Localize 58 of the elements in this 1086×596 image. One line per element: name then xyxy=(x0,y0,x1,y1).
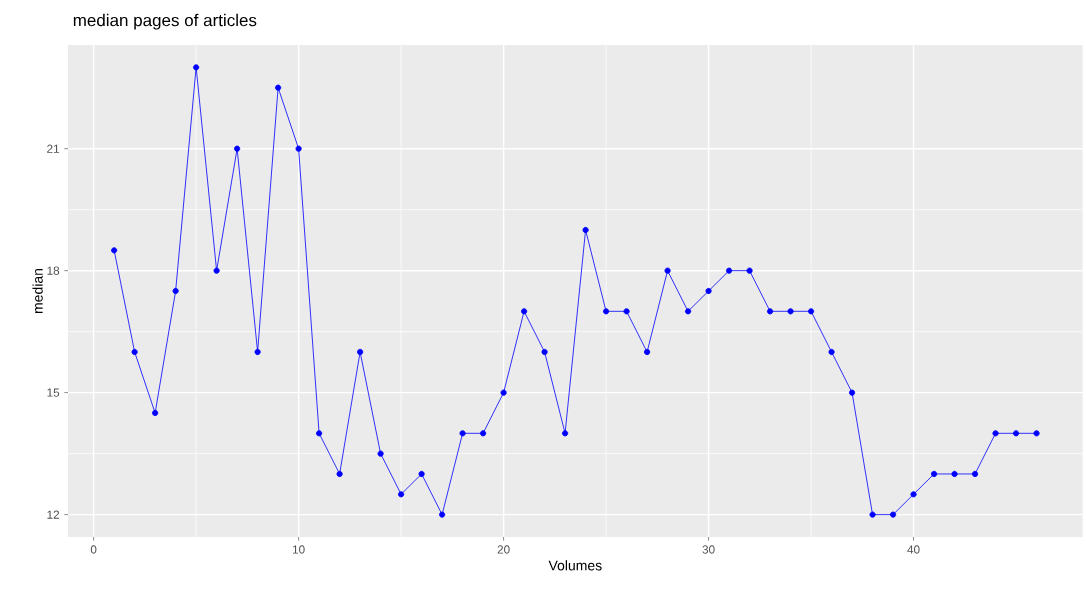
point xyxy=(254,348,261,356)
x-axis-title: Volumes xyxy=(548,560,602,571)
point xyxy=(889,511,897,518)
point xyxy=(910,491,917,498)
point xyxy=(726,267,733,274)
y-axis-title: median xyxy=(32,268,43,314)
point xyxy=(705,287,712,295)
point xyxy=(398,491,405,498)
x-tick-label: 30 xyxy=(702,545,715,554)
point xyxy=(603,308,610,315)
point xyxy=(500,389,507,396)
point xyxy=(869,511,876,518)
point xyxy=(295,145,302,152)
point xyxy=(111,247,118,254)
y-tick-label: 15 xyxy=(47,388,60,397)
point xyxy=(172,287,179,295)
point xyxy=(275,84,282,91)
point xyxy=(1012,430,1020,437)
point xyxy=(971,470,979,478)
point xyxy=(131,348,138,356)
point xyxy=(808,308,815,315)
point xyxy=(480,430,487,437)
point xyxy=(541,348,548,356)
y-tick-label: 18 xyxy=(47,266,60,275)
point xyxy=(767,308,774,315)
point xyxy=(377,450,384,457)
point xyxy=(357,348,364,356)
point xyxy=(336,470,343,478)
point xyxy=(213,267,220,274)
point xyxy=(316,430,323,437)
point xyxy=(582,226,589,234)
point xyxy=(644,348,651,356)
point xyxy=(685,308,692,315)
point xyxy=(193,64,200,71)
point xyxy=(459,430,466,437)
point xyxy=(787,308,794,315)
point xyxy=(418,470,425,478)
point xyxy=(664,267,671,274)
point xyxy=(521,308,528,315)
point xyxy=(623,308,630,315)
point xyxy=(439,511,446,518)
point xyxy=(152,409,159,417)
x-tick-label: 10 xyxy=(292,545,305,554)
x-tick-label: 0 xyxy=(90,545,97,554)
x-tick-label: 20 xyxy=(497,545,510,554)
point xyxy=(1033,430,1040,437)
y-tick-label: 12 xyxy=(47,510,60,519)
point xyxy=(746,267,753,274)
chart-title: median pages of articles xyxy=(73,13,257,30)
point xyxy=(992,430,999,437)
point xyxy=(828,348,835,356)
point xyxy=(930,470,938,478)
x-tick-label: 40 xyxy=(907,545,920,554)
y-tick-label: 21 xyxy=(47,144,60,153)
point xyxy=(234,145,241,152)
point xyxy=(951,470,958,478)
point xyxy=(848,389,856,396)
point xyxy=(562,430,569,437)
